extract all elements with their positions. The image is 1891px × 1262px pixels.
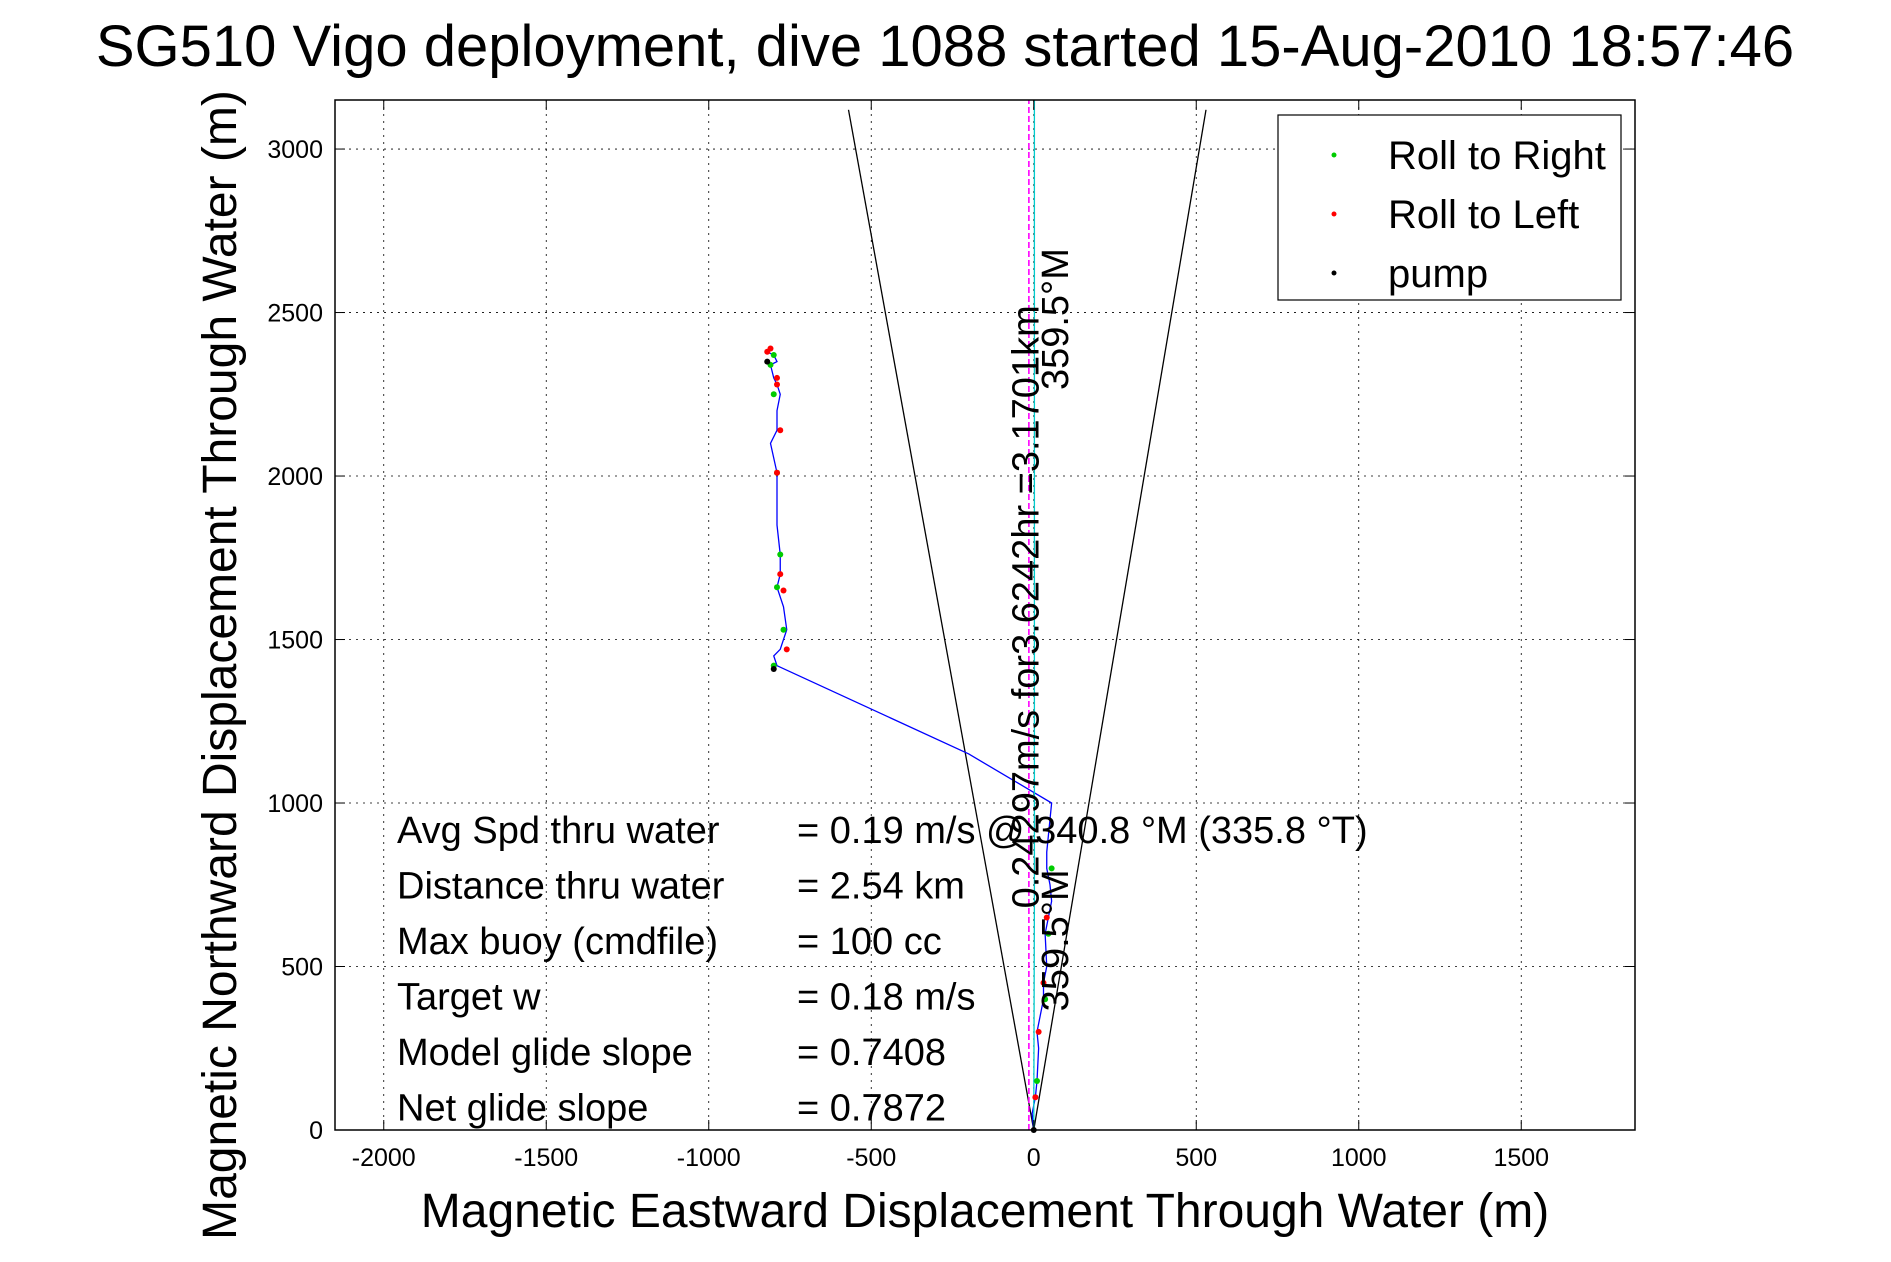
series-line-current (1033, 100, 1036, 1131)
roll-left-marker (774, 374, 780, 381)
x-tick-label: 1500 (1493, 1144, 1549, 1172)
roll-right-marker (777, 551, 784, 558)
x-tick-label: -1000 (677, 1144, 741, 1172)
legend-marker (1331, 152, 1337, 158)
axis-ticks: -2000 -1500 -1000 -500 0 500 1000 1500 0 500 1000 1… (267, 100, 1635, 1172)
y-tick-label: 2000 (267, 463, 323, 491)
y-tick-label: 1500 (267, 627, 323, 655)
legend-label: Roll to Left (1388, 193, 1579, 237)
y-tick-label: 500 (281, 954, 323, 982)
roll-right-marker (1045, 930, 1052, 937)
legend-box (1277, 114, 1622, 301)
x-tick-label: -500 (846, 1144, 896, 1172)
roll-right-marker (1042, 996, 1049, 1003)
roll-right-marker (1048, 865, 1055, 872)
x-tick-label: 1000 (1331, 1144, 1387, 1172)
pump-marker (764, 358, 771, 365)
stat-label: Avg Spd thru water (397, 810, 720, 852)
chart-title: SG510 Vigo deployment, dive 1088 started… (96, 14, 1794, 79)
plot-frame (334, 99, 1636, 1131)
heading-wedge (847, 100, 1207, 1131)
y-tick-label: 2500 (267, 300, 323, 328)
roll-left-marker (1032, 1094, 1039, 1101)
stat-label: Target w (397, 977, 541, 1019)
series (766, 100, 1053, 1131)
x-tick-label: -1500 (514, 1144, 578, 1172)
heading-line (847, 109, 1035, 1131)
roll-right-marker (780, 626, 787, 633)
legend-label: Roll to Right (1388, 134, 1606, 178)
x-axis-label: Magnetic Eastward Displacement Through W… (421, 1185, 1549, 1238)
annotation-text: 0.24297m/s for3.6242hr =3.1701km (1006, 305, 1048, 908)
roll-right-marker (1034, 1077, 1040, 1084)
stat-value: = 0.18 m/s (797, 977, 975, 1019)
stats-panel: Avg Spd thru water = 0.19 m/s @ 340.8 °M … (397, 810, 1368, 1130)
stat-label: Distance thru water (397, 866, 725, 908)
roll-left-marker (774, 381, 780, 388)
y-axis-label: Magnetic Northward Displacement Through … (194, 90, 247, 1240)
y-tick-label: 3000 (267, 136, 323, 164)
legend: Roll to Right Roll to Left pump (1277, 114, 1622, 301)
stat-value: = 2.54 km (797, 866, 965, 908)
y-tick-label: 1000 (267, 790, 323, 818)
roll-left-marker (1040, 979, 1047, 986)
heading-line (1033, 109, 1207, 1131)
stat-label: Model glide slope (397, 1032, 693, 1074)
legend-label: pump (1388, 252, 1488, 296)
annotation-text: 359.5°M (1035, 248, 1077, 390)
roll-left-marker (774, 469, 780, 476)
roll-left-marker (767, 345, 774, 352)
x-tick-label: 0 (1027, 1144, 1041, 1172)
stat-value: = 0.7408 (797, 1032, 946, 1074)
stat-value: = 100 cc (797, 921, 942, 963)
y-tick-label: 0 (309, 1117, 323, 1145)
x-tick-label: 500 (1175, 1144, 1217, 1172)
roll-right-marker (770, 391, 777, 398)
roll-right-marker (774, 584, 780, 591)
series-line-track (766, 348, 1053, 1131)
roll-left-marker (777, 571, 784, 578)
pump-marker (770, 665, 777, 672)
x-tick-label: -2000 (352, 1144, 416, 1172)
roll-left-marker (783, 646, 790, 653)
annotation-text: 359.5°M (1035, 869, 1077, 1011)
roll-left-marker (1035, 1028, 1042, 1035)
annotations: 359.5°M0.24297m/s for3.6242hr =3.1701km3… (1006, 248, 1077, 1011)
stat-label: Net glide slope (397, 1088, 648, 1130)
legend-marker (1331, 211, 1337, 217)
roll-left-marker (777, 427, 784, 434)
roll-left-marker (780, 587, 787, 594)
legend-marker (1331, 270, 1337, 276)
stat-value: = 0.19 m/s @ 340.8 °M (335.8 °T) (797, 810, 1368, 852)
roll-right-marker (770, 352, 777, 359)
roll-left-marker (1043, 914, 1050, 921)
stat-label: Max buoy (cmdfile) (397, 921, 718, 963)
